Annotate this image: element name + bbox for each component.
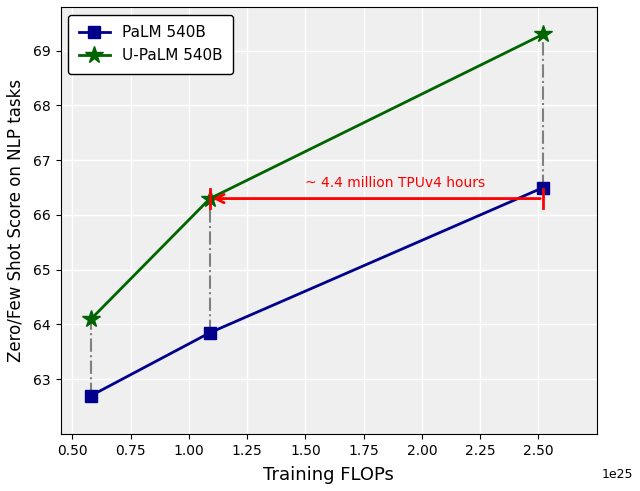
- Line: U-PaLM 540B: U-PaLM 540B: [82, 26, 552, 328]
- U-PaLM 540B: [206, 195, 214, 201]
- Text: ~ 4.4 million TPUv4 hours: ~ 4.4 million TPUv4 hours: [305, 176, 485, 191]
- Legend: PaLM 540B, U-PaLM 540B: PaLM 540B, U-PaLM 540B: [68, 15, 233, 74]
- U-PaLM 540B: [87, 316, 95, 322]
- PaLM 540B: [206, 330, 214, 336]
- X-axis label: Training FLOPs: Training FLOPs: [263, 466, 394, 484]
- U-PaLM 540B: [539, 31, 547, 37]
- Text: 1e25: 1e25: [602, 468, 634, 481]
- Line: PaLM 540B: PaLM 540B: [86, 182, 548, 401]
- PaLM 540B: [87, 393, 95, 399]
- Y-axis label: Zero/Few Shot Score on NLP tasks: Zero/Few Shot Score on NLP tasks: [7, 79, 25, 362]
- PaLM 540B: [539, 185, 547, 191]
